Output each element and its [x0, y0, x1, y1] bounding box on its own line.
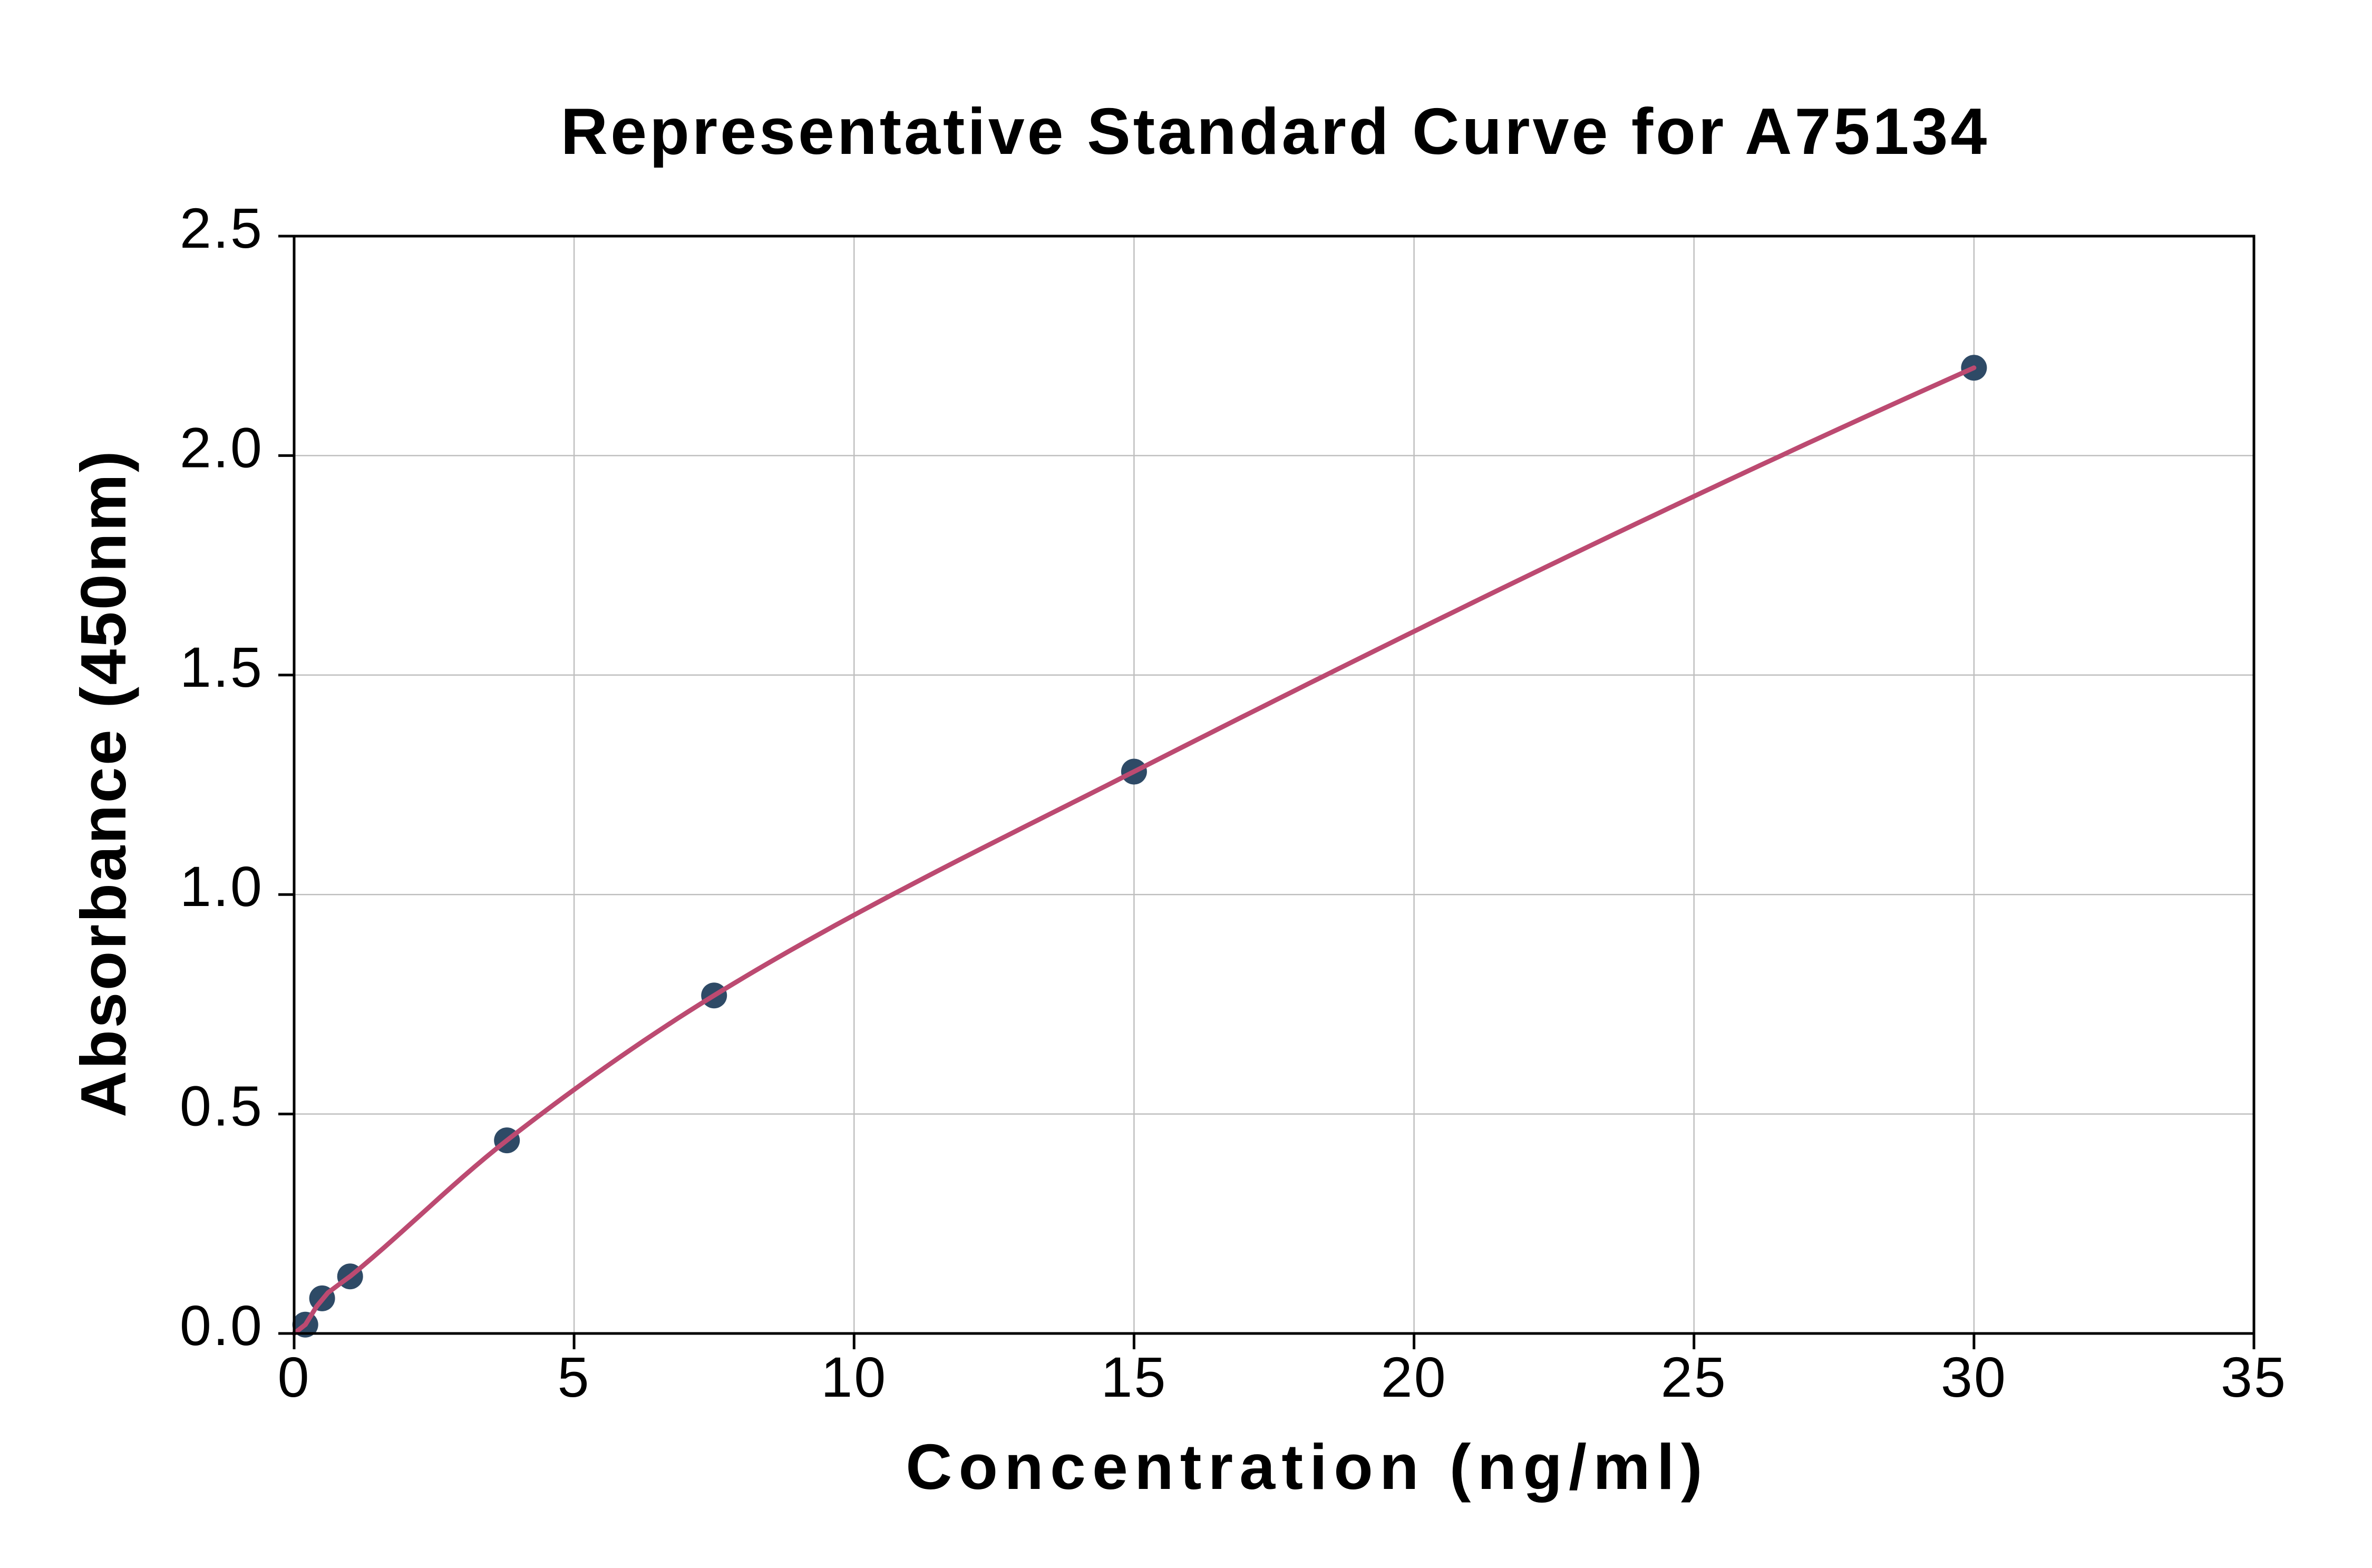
svg-text:20: 20 [1381, 1345, 1447, 1409]
svg-text:2.5: 2.5 [180, 196, 264, 260]
svg-text:0.0: 0.0 [180, 1293, 264, 1357]
svg-text:15: 15 [1101, 1345, 1167, 1409]
svg-text:Absorbance (450nm): Absorbance (450nm) [67, 449, 139, 1117]
svg-text:5: 5 [558, 1345, 591, 1409]
svg-text:1.0: 1.0 [180, 854, 264, 918]
svg-text:0.5: 0.5 [180, 1074, 264, 1138]
svg-text:1.5: 1.5 [180, 635, 264, 699]
svg-text:30: 30 [1941, 1345, 2007, 1409]
svg-text:0: 0 [277, 1345, 310, 1409]
svg-text:2.0: 2.0 [180, 415, 264, 479]
svg-text:10: 10 [821, 1345, 887, 1409]
svg-text:Concentration (ng/ml): Concentration (ng/ml) [906, 1431, 1709, 1503]
svg-text:Representative Standard Curve: Representative Standard Curve for A75134 [561, 95, 1990, 168]
svg-text:25: 25 [1661, 1345, 1727, 1409]
svg-text:35: 35 [2221, 1345, 2287, 1409]
